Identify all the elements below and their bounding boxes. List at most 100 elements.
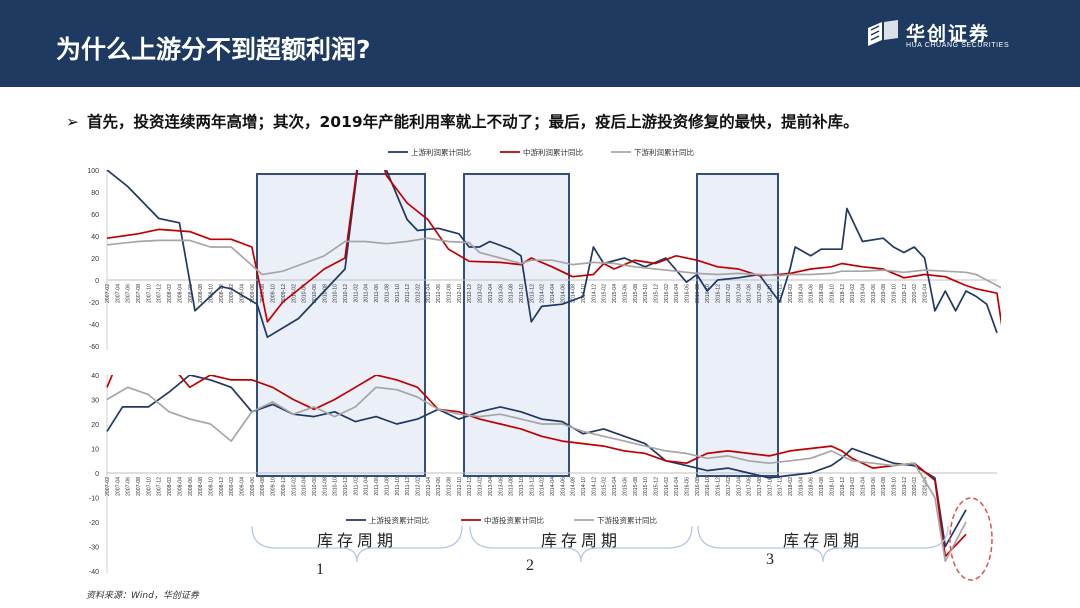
- investment-x-tick-label: 2018-12: [840, 477, 846, 496]
- profit-x-tick-label: 2018-06: [809, 284, 815, 303]
- profit-x-tick-label: 2016-04: [674, 284, 680, 303]
- profit-x-tick-label: 2015-06: [622, 284, 628, 303]
- investment-x-tick-label: 2012-02: [415, 477, 421, 496]
- investment-y-tick-label: 30: [91, 398, 99, 405]
- profit-x-tick-label: 2015-12: [653, 284, 659, 303]
- investment-x-tick-label: 2007-12: [157, 477, 163, 496]
- investment-x-tick-label: 2008-04: [177, 477, 183, 496]
- investment-x-tick-label: 2007-08: [136, 477, 142, 496]
- cycle-box-3: [696, 173, 779, 477]
- profit-x-tick-label: 2019-04: [860, 284, 866, 303]
- profit-x-tick-label: 2009-04: [240, 284, 246, 303]
- profit-x-tick-label: 2008-10: [208, 284, 214, 303]
- investment-x-tick-label: 2016-10: [705, 477, 711, 496]
- investment-x-tick-label: 2008-12: [219, 477, 225, 496]
- investment-x-tick-label: 2011-12: [405, 477, 411, 496]
- profit-x-tick-label: 2015-04: [612, 284, 618, 303]
- profit-x-tick-label: 2017-04: [736, 284, 742, 303]
- investment-x-tick-label: 2019-02: [850, 477, 856, 496]
- investment-x-tick-label: 2018-08: [819, 477, 825, 496]
- profit-x-tick-label: 2009-02: [229, 284, 235, 303]
- investment-x-tick-label: 2007-04: [115, 477, 121, 496]
- investment-x-tick-label: 2017-10: [767, 477, 773, 496]
- investment-x-tick-label: 2016-12: [716, 477, 722, 496]
- key-point-text: 首先，投资连续两年高增；其次，2019年产能利用率就上不动了；最后，疫后上游投资…: [87, 113, 859, 131]
- investment-x-tick-label: 2016-08: [695, 477, 701, 496]
- profit-x-tick-label: 2011-08: [384, 284, 390, 303]
- investment-x-tick-label: 2020-04: [923, 477, 929, 496]
- profit-legend-label-1: 上游利润累计同比: [411, 147, 471, 157]
- investment-x-tick-label: 2011-04: [364, 477, 370, 496]
- investment-x-tick-label: 2016-04: [674, 477, 680, 496]
- investment-x-tick-label: 2018-10: [829, 477, 835, 496]
- investment-x-tick-label: 2015-10: [643, 477, 649, 496]
- profit-x-tick-label: 2011-06: [374, 284, 380, 303]
- profit-x-tick-label: 2012-04: [426, 284, 432, 303]
- profit-x-tick-label: 2008-04: [177, 284, 183, 303]
- investment-x-tick-label: 2011-06: [374, 477, 380, 496]
- investment-x-tick-label: 2016-06: [685, 477, 691, 496]
- investment-x-tick-label: 2014-02: [540, 477, 546, 496]
- profit-x-tick-label: 2017-08: [757, 284, 763, 303]
- investment-y-tick-label: 40: [91, 373, 99, 380]
- profit-y-tick-label: -20: [89, 300, 99, 307]
- investment-legend-label-2: 中游投资累计同比: [484, 515, 544, 525]
- profit-x-tick-label: 2014-04: [550, 284, 556, 303]
- profit-legend-label-2: 中游利润累计同比: [523, 147, 583, 157]
- profit-x-tick-label: 2014-06: [560, 284, 566, 303]
- profit-x-tick-label: 2014-08: [571, 284, 577, 303]
- investment-x-tick-label: 2010-02: [291, 477, 297, 496]
- profit-x-tick-label: 2018-04: [798, 284, 804, 303]
- investment-x-tick-label: 2007-02: [105, 477, 111, 496]
- investment-series-2-line: [106, 375, 967, 558]
- profit-y-tick-label: 0: [95, 278, 99, 285]
- profit-x-tick-label: 2016-02: [664, 284, 670, 303]
- profit-x-tick-label: 2008-02: [167, 284, 173, 303]
- investment-x-tick-label: 2018-04: [798, 477, 804, 496]
- investment-x-tick-label: 2013-08: [509, 477, 515, 496]
- cycle-box-2: [463, 173, 570, 477]
- investment-y-tick-label: -10: [89, 496, 99, 503]
- investment-y-tick-label: -40: [89, 569, 99, 576]
- profit-x-tick-label: 2017-10: [767, 284, 773, 303]
- investment-x-tick-label: 2011-10: [395, 477, 401, 496]
- investment-y-tick-label: -20: [89, 520, 99, 527]
- profit-x-tick-label: 2008-08: [198, 284, 204, 303]
- profit-x-tick-label: 2012-12: [467, 284, 473, 303]
- investment-x-tick-label: 2015-02: [602, 477, 608, 496]
- profit-x-tick-label: 2012-06: [436, 284, 442, 303]
- profit-x-tick-label: 2010-04: [302, 284, 308, 303]
- investment-x-tick-label: 2012-12: [467, 477, 473, 496]
- profit-x-tick-label: 2011-04: [364, 284, 370, 303]
- profit-y-tick-label: 80: [91, 190, 99, 197]
- cycle-number-3: 3: [766, 551, 774, 568]
- profit-x-tick-label: 2011-02: [353, 284, 359, 303]
- investment-x-tick-label: 2017-12: [778, 477, 784, 496]
- investment-series-3-line: [106, 386, 967, 563]
- investment-x-tick-label: 2014-08: [571, 477, 577, 496]
- profit-x-tick-label: 2019-10: [892, 284, 898, 303]
- profit-y-tick-label: 60: [91, 212, 99, 219]
- profit-x-tick-label: 2009-08: [260, 284, 266, 303]
- cycle-label-1: 库存周期: [317, 531, 397, 550]
- profit-x-tick-label: 2015-10: [643, 284, 649, 303]
- investment-x-tick-label: 2011-02: [353, 477, 359, 496]
- profit-chart: -60 -40 -20 0 20 40 60 80 100 2007-02 2007-04 2007-…: [87, 147, 1001, 351]
- investment-x-tick-label: 2012-04: [426, 477, 432, 496]
- page-title: 为什么上游分不到超额利润?: [56, 35, 371, 64]
- investment-x-tick-label: 2010-10: [333, 477, 339, 496]
- investment-x-tick-label: 2013-04: [488, 477, 494, 496]
- investment-x-tick-label: 2013-10: [519, 477, 525, 496]
- profit-x-tick-label: 2013-10: [519, 284, 525, 303]
- bullet-arrow-icon: ➢: [66, 113, 79, 131]
- profit-x-tick-label: 2019-02: [850, 284, 856, 303]
- investment-x-tick-label: 2010-04: [302, 477, 308, 496]
- investment-x-tick-label: 2009-06: [250, 477, 256, 496]
- profit-x-tick-label: 2007-04: [115, 284, 121, 303]
- investment-x-tick-label: 2014-06: [560, 477, 566, 496]
- investment-y-tick-label: -30: [89, 545, 99, 552]
- profit-x-tick-label: 2010-06: [312, 284, 318, 303]
- investment-x-tick-label: 2012-10: [457, 477, 463, 496]
- investment-x-tick-label: 2020-02: [912, 477, 918, 496]
- investment-x-tick-label: 2019-04: [860, 477, 866, 496]
